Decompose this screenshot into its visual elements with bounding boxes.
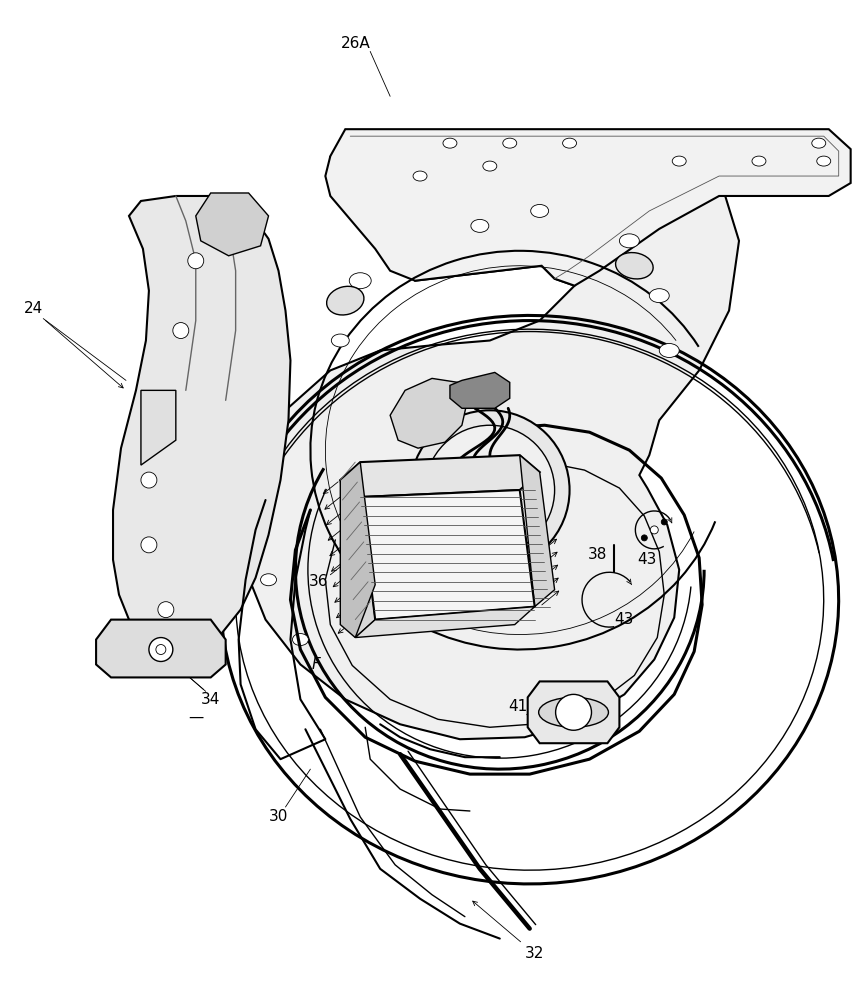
Ellipse shape — [327, 286, 364, 315]
Ellipse shape — [252, 514, 269, 526]
Circle shape — [153, 402, 169, 418]
Ellipse shape — [812, 138, 825, 148]
Ellipse shape — [471, 219, 489, 232]
Text: 32: 32 — [525, 946, 544, 961]
Polygon shape — [341, 455, 539, 497]
Ellipse shape — [261, 574, 277, 586]
Circle shape — [642, 535, 648, 541]
Circle shape — [188, 253, 204, 269]
Ellipse shape — [817, 156, 831, 166]
Polygon shape — [519, 455, 555, 607]
Ellipse shape — [659, 344, 679, 357]
Text: 30: 30 — [269, 809, 288, 824]
Ellipse shape — [619, 234, 639, 248]
Ellipse shape — [531, 204, 549, 217]
Text: —: — — [188, 710, 204, 725]
Polygon shape — [141, 390, 176, 465]
Text: F: F — [522, 547, 531, 562]
Polygon shape — [341, 480, 375, 638]
Circle shape — [556, 694, 591, 730]
Ellipse shape — [672, 156, 686, 166]
Text: 38: 38 — [588, 547, 607, 562]
Polygon shape — [360, 490, 535, 620]
Ellipse shape — [259, 392, 277, 405]
Circle shape — [149, 638, 173, 661]
Circle shape — [141, 537, 157, 553]
Polygon shape — [450, 372, 510, 408]
Circle shape — [662, 519, 668, 525]
Polygon shape — [355, 607, 535, 638]
Text: 34: 34 — [201, 692, 220, 707]
Circle shape — [425, 425, 555, 555]
Ellipse shape — [443, 138, 457, 148]
Ellipse shape — [413, 171, 427, 181]
Ellipse shape — [752, 156, 766, 166]
Ellipse shape — [503, 138, 517, 148]
Text: 41: 41 — [508, 699, 527, 714]
Polygon shape — [390, 378, 468, 448]
Ellipse shape — [563, 138, 577, 148]
Ellipse shape — [331, 334, 349, 347]
Ellipse shape — [538, 697, 609, 727]
Ellipse shape — [649, 289, 669, 303]
Polygon shape — [196, 193, 269, 256]
Polygon shape — [325, 129, 851, 286]
Ellipse shape — [349, 273, 371, 289]
Text: 43: 43 — [615, 612, 634, 627]
Text: F: F — [312, 657, 321, 672]
Polygon shape — [96, 620, 225, 677]
Ellipse shape — [483, 161, 497, 171]
Polygon shape — [241, 156, 739, 739]
Polygon shape — [113, 196, 290, 650]
Ellipse shape — [251, 449, 266, 461]
Circle shape — [158, 602, 174, 618]
Text: 24: 24 — [23, 301, 42, 316]
Polygon shape — [528, 681, 619, 743]
Polygon shape — [341, 462, 375, 638]
Ellipse shape — [616, 253, 653, 279]
Text: 43: 43 — [637, 552, 657, 567]
Text: 36: 36 — [309, 574, 328, 589]
Text: 26A: 26A — [341, 36, 370, 51]
Circle shape — [650, 526, 658, 534]
Ellipse shape — [292, 634, 309, 646]
Circle shape — [410, 410, 570, 570]
Circle shape — [141, 472, 157, 488]
Circle shape — [173, 323, 189, 339]
